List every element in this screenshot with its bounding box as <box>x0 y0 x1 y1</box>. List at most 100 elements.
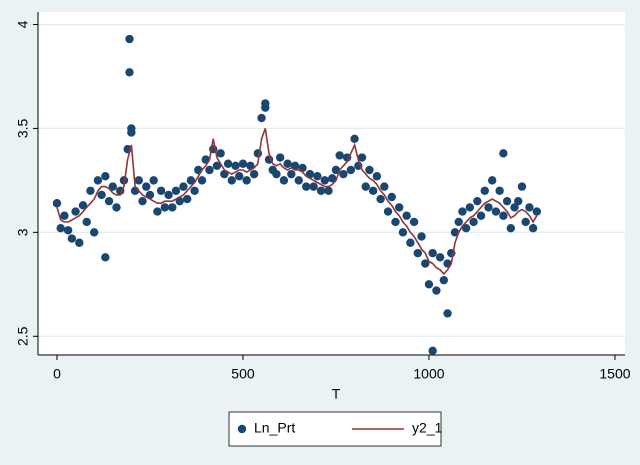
point <box>461 223 471 233</box>
point <box>365 165 374 175</box>
point <box>127 124 136 133</box>
point <box>376 194 385 204</box>
point <box>125 34 134 44</box>
point <box>532 207 542 216</box>
point <box>261 99 270 108</box>
point <box>249 169 259 179</box>
point <box>372 172 382 181</box>
point <box>216 149 225 158</box>
point <box>231 161 240 171</box>
point <box>361 182 370 191</box>
point <box>328 174 337 183</box>
point <box>499 149 508 158</box>
point <box>75 238 84 247</box>
legend-label: y2_1 <box>412 420 443 436</box>
point <box>346 165 356 175</box>
point <box>182 194 192 204</box>
legend-marker <box>237 424 247 434</box>
point <box>235 172 244 181</box>
point <box>313 172 322 181</box>
point <box>473 196 482 206</box>
point <box>186 176 196 185</box>
point <box>458 207 467 216</box>
point <box>153 207 162 216</box>
point <box>417 232 426 241</box>
point <box>380 182 389 191</box>
point <box>491 207 501 216</box>
point <box>242 176 251 185</box>
point <box>212 161 222 171</box>
point <box>86 186 95 195</box>
point <box>469 217 478 227</box>
point <box>294 176 303 185</box>
point <box>521 217 530 227</box>
point <box>257 113 266 123</box>
point <box>156 186 166 195</box>
point <box>514 196 523 206</box>
point <box>179 182 188 191</box>
point <box>279 176 289 185</box>
point <box>409 217 419 227</box>
point <box>450 228 460 237</box>
point <box>197 176 207 185</box>
point <box>395 203 404 212</box>
point <box>138 196 147 206</box>
point <box>78 201 88 210</box>
plot-area <box>38 12 625 355</box>
point <box>350 134 359 144</box>
point <box>476 211 486 220</box>
point <box>335 151 344 160</box>
point <box>168 203 177 212</box>
point <box>320 176 330 185</box>
point <box>487 176 497 185</box>
point <box>368 186 378 195</box>
legend-label: Ln_Prt <box>254 420 295 436</box>
x-axis-label: T <box>332 386 341 402</box>
point <box>413 248 423 258</box>
point <box>495 186 504 195</box>
point <box>60 211 69 220</box>
point <box>383 207 393 216</box>
point <box>171 186 181 195</box>
point <box>302 182 311 191</box>
point <box>104 196 114 206</box>
point <box>67 234 77 243</box>
point <box>82 217 91 227</box>
x-tick-label: 0 <box>53 366 61 382</box>
point <box>357 153 367 162</box>
point <box>432 286 441 295</box>
point <box>424 280 434 289</box>
point <box>63 226 73 235</box>
point <box>52 199 62 208</box>
point <box>406 238 415 247</box>
point <box>510 203 519 212</box>
point <box>112 203 121 212</box>
point <box>253 149 263 158</box>
point <box>387 192 396 202</box>
legend <box>228 411 442 447</box>
point <box>101 172 110 181</box>
point <box>428 346 437 356</box>
point <box>339 169 348 179</box>
point <box>391 217 400 227</box>
point <box>443 309 452 318</box>
point <box>223 159 233 168</box>
point <box>398 228 408 237</box>
point <box>506 223 515 233</box>
point <box>101 253 110 262</box>
point <box>97 190 106 200</box>
x-tick-label: 500 <box>231 366 255 382</box>
point <box>275 153 285 162</box>
point <box>331 165 341 175</box>
point <box>227 176 237 185</box>
point <box>125 68 134 77</box>
point <box>484 203 493 212</box>
point <box>71 207 80 216</box>
point <box>435 253 445 262</box>
point <box>272 169 281 179</box>
point <box>480 186 489 195</box>
point <box>439 275 449 285</box>
point <box>454 217 463 227</box>
y-tick-label: 3 <box>15 228 31 236</box>
